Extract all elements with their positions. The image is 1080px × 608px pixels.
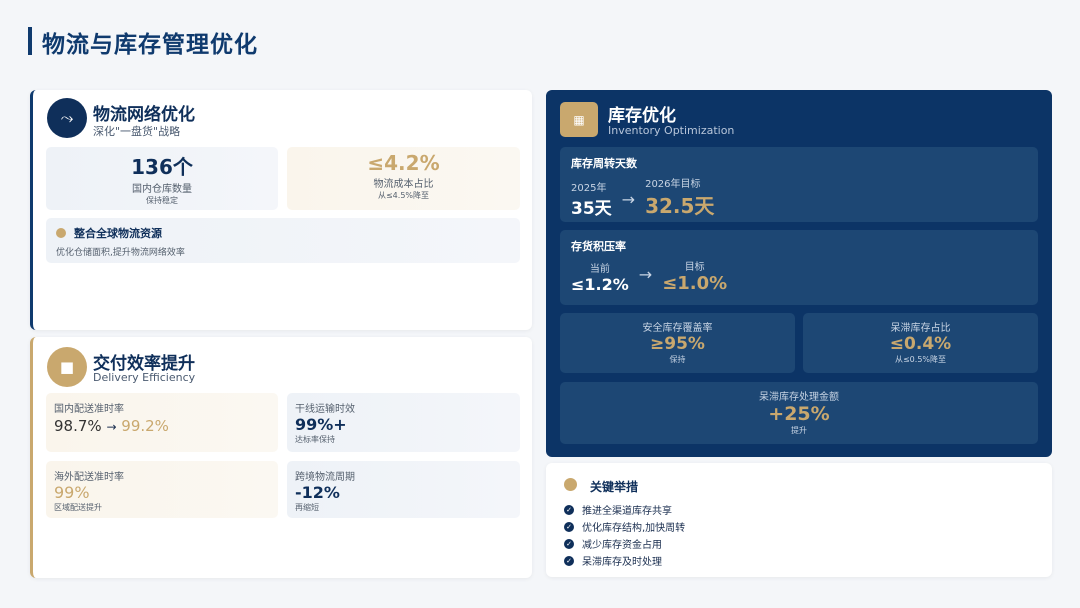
check-icon: ✓ <box>564 538 574 549</box>
to-label: 目标 <box>684 262 705 273</box>
arrow-right-icon: → <box>638 265 653 284</box>
inventory-title: 库存优化 <box>608 106 676 126</box>
metric-label: 国内配送准时率 <box>54 404 124 415</box>
metric-value: 99%+ <box>295 415 347 434</box>
metric-label: 安全库存覆盖率 <box>642 323 713 334</box>
logistics-subtitle: 深化"一盘货"战略 <box>93 125 181 138</box>
warehouse-stat: 136个 国内仓库数量 保持稳定 <box>46 147 278 210</box>
metric-note: 达标率保持 <box>295 435 335 444</box>
measure-text: 优化库存结构,加快周转 <box>582 523 686 534</box>
from-label: 2025年 <box>571 183 607 194</box>
measure-text: 减少库存资金占用 <box>582 540 662 551</box>
measure-item: ✓ 减少库存资金占用 <box>564 536 662 551</box>
from-value: 35天 <box>571 199 612 219</box>
delivery-subtitle: Delivery Efficiency <box>93 371 196 384</box>
metric-to: 99.2% <box>121 417 169 435</box>
measures-title: 关键举措 <box>590 480 639 494</box>
stat-label: 国内仓库数量 <box>132 184 192 195</box>
metric-label: 海外配送准时率 <box>54 472 124 483</box>
from-label: 当前 <box>589 264 610 275</box>
stat-note: 保持稳定 <box>146 196 178 205</box>
metric-value: -12% <box>295 483 340 502</box>
check-icon: ✓ <box>564 555 574 566</box>
metric-note: 保持 <box>669 355 686 364</box>
metric-note: 区域配送提升 <box>54 503 102 512</box>
domestic-ontime: 国内配送准时率 98.7% → 99.2% <box>46 393 278 452</box>
trunk-transport: 干线运输时效 99%+ 达标率保持 <box>287 393 520 452</box>
route-icon: ⤳ <box>47 98 87 138</box>
disposal-box: 呆滞库存处理金额 +25% 提升 <box>560 382 1038 444</box>
backlog-box: 存货积压率 当前 ≤1.2% → 目标 ≤1.0% <box>560 230 1038 305</box>
stat-value: ≤4.2% <box>367 151 440 175</box>
inventory-subtitle: Inventory Optimization <box>608 124 735 137</box>
metric-label: 呆滞库存占比 <box>890 323 951 334</box>
metric-value: +25% <box>768 403 830 425</box>
to-value: ≤1.0% <box>662 273 728 294</box>
title-accent-bar <box>28 27 32 55</box>
metric-value: ≥95% <box>650 334 705 354</box>
from-value: ≤1.2% <box>571 275 629 294</box>
measure-text: 呆滞库存及时处理 <box>582 557 662 568</box>
boxes-icon: ▦ <box>560 102 598 137</box>
check-badge-icon <box>56 228 66 238</box>
delivery-card: ■ 交付效率提升 Delivery Efficiency 国内配送准时率 98.… <box>30 337 532 578</box>
highlight-box: 整合全球物流资源 优化仓储面积,提升物流网络效率 <box>46 218 520 263</box>
stat-value: 136个 <box>131 155 193 179</box>
metric-label: 跨境物流周期 <box>295 472 355 483</box>
check-icon: ✓ <box>564 504 574 515</box>
stat-note: 从≤4.5%降至 <box>377 191 430 200</box>
to-label: 2026年目标 <box>645 179 701 190</box>
measure-item: ✓ 推进全渠道库存共享 <box>564 502 672 517</box>
metric-note: 提升 <box>791 426 807 435</box>
stat-label: 物流成本占比 <box>373 179 434 190</box>
check-icon: ✓ <box>564 521 574 532</box>
logistics-card: ⤳ 物流网络优化 深化"一盘货"战略 136个 国内仓库数量 保持稳定 ≤4.2… <box>30 90 532 330</box>
arrow-right-icon: → <box>621 190 636 209</box>
metric-value: ≤0.4% <box>889 334 952 354</box>
to-value: 32.5天 <box>645 194 715 218</box>
key-measures-card: 关键举措 ✓ 推进全渠道库存共享 ✓ 优化库存结构,加快周转 ✓ 减少库存资金占用 ✓… <box>546 463 1052 577</box>
turnover-label: 库存周转天数 <box>571 157 637 170</box>
metric-label: 干线运输时效 <box>295 404 355 415</box>
logistics-title: 物流网络优化 <box>93 105 195 125</box>
measure-text: 推进全渠道库存共享 <box>582 506 672 517</box>
delivery-title: 交付效率提升 <box>93 354 195 374</box>
truck-icon: ■ <box>47 347 87 387</box>
measure-item: ✓ 呆滞库存及时处理 <box>564 553 662 568</box>
arrow-right-icon: → <box>106 420 117 434</box>
lightbulb-icon <box>564 478 577 491</box>
stagnant-ratio-box: 呆滞库存占比 ≤0.4% 从≤0.5%降至 <box>803 313 1038 373</box>
metric-label: 呆滞库存处理金额 <box>759 392 839 403</box>
metric-value: 99% <box>54 483 90 502</box>
inventory-card: ▦ 库存优化 Inventory Optimization 库存周转天数 202… <box>546 90 1052 457</box>
cost-stat: ≤4.2% 物流成本占比 从≤4.5%降至 <box>287 147 520 210</box>
crossborder-cycle: 跨境物流周期 -12% 再缩短 <box>287 461 520 518</box>
highlight-title: 整合全球物流资源 <box>74 227 162 240</box>
highlight-text: 优化仓储面积,提升物流网络效率 <box>56 248 185 258</box>
overseas-ontime: 海外配送准时率 99% 区域配送提升 <box>46 461 278 518</box>
turnover-box: 库存周转天数 2025年 35天 → 2026年目标 32.5天 <box>560 147 1038 222</box>
metric-from: 98.7% <box>54 417 102 435</box>
safety-stock-box: 安全库存覆盖率 ≥95% 保持 <box>560 313 795 373</box>
measure-item: ✓ 优化库存结构,加快周转 <box>564 519 685 534</box>
metric-note: 从≤0.5%降至 <box>894 355 947 364</box>
page-title: 物流与库存管理优化 <box>42 32 258 58</box>
backlog-label: 存货积压率 <box>571 240 626 253</box>
metric-note: 再缩短 <box>295 503 319 512</box>
